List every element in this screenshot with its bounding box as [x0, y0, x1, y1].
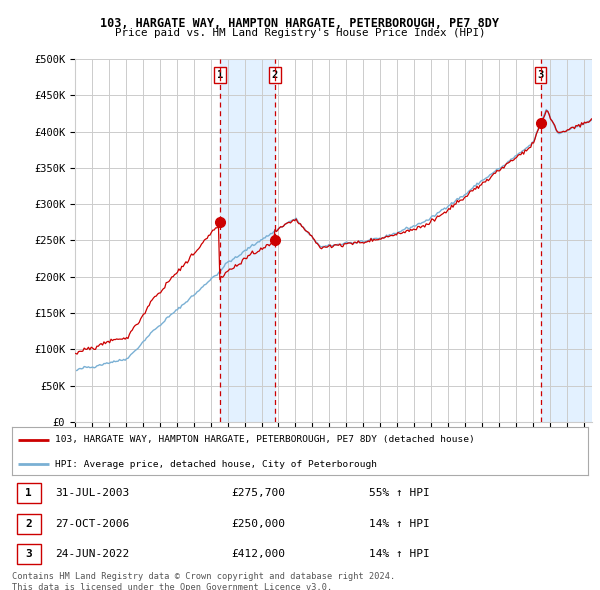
Text: This data is licensed under the Open Government Licence v3.0.: This data is licensed under the Open Gov…	[12, 583, 332, 590]
Bar	[220, 59, 275, 422]
Text: 2: 2	[25, 519, 32, 529]
Text: 14% ↑ HPI: 14% ↑ HPI	[369, 549, 430, 559]
Text: 1: 1	[217, 70, 223, 80]
Text: Price paid vs. HM Land Registry's House Price Index (HPI): Price paid vs. HM Land Registry's House …	[115, 28, 485, 38]
Text: 14% ↑ HPI: 14% ↑ HPI	[369, 519, 430, 529]
Text: 2: 2	[272, 70, 278, 80]
Text: HPI: Average price, detached house, City of Peterborough: HPI: Average price, detached house, City…	[55, 460, 377, 469]
Text: 1: 1	[25, 488, 32, 498]
Text: £275,700: £275,700	[231, 488, 285, 498]
Text: 31-JUL-2003: 31-JUL-2003	[55, 488, 130, 498]
FancyBboxPatch shape	[17, 544, 41, 564]
Text: £412,000: £412,000	[231, 549, 285, 559]
Text: 27-OCT-2006: 27-OCT-2006	[55, 519, 130, 529]
Text: £250,000: £250,000	[231, 519, 285, 529]
FancyBboxPatch shape	[17, 483, 41, 503]
Text: 103, HARGATE WAY, HAMPTON HARGATE, PETERBOROUGH, PE7 8DY (detached house): 103, HARGATE WAY, HAMPTON HARGATE, PETER…	[55, 435, 475, 444]
Text: Contains HM Land Registry data © Crown copyright and database right 2024.: Contains HM Land Registry data © Crown c…	[12, 572, 395, 581]
Text: 55% ↑ HPI: 55% ↑ HPI	[369, 488, 430, 498]
Text: 3: 3	[25, 549, 32, 559]
Text: 103, HARGATE WAY, HAMPTON HARGATE, PETERBOROUGH, PE7 8DY: 103, HARGATE WAY, HAMPTON HARGATE, PETER…	[101, 17, 499, 30]
Bar	[541, 59, 592, 422]
Text: 3: 3	[538, 70, 544, 80]
FancyBboxPatch shape	[17, 514, 41, 533]
Text: 24-JUN-2022: 24-JUN-2022	[55, 549, 130, 559]
